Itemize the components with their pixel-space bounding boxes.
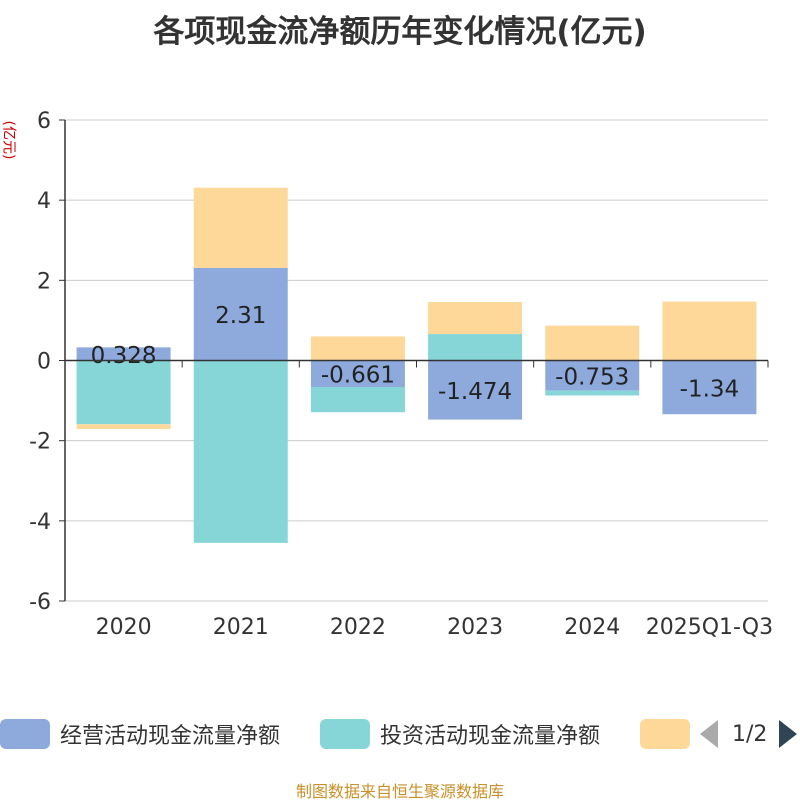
legend-page-indicator: 1/2 xyxy=(732,721,768,747)
bar-series-1-2021 xyxy=(193,360,288,543)
bar-series-0-2020 xyxy=(76,347,171,361)
bar-series-2-2025Q1-Q3 xyxy=(662,301,757,361)
bar-series-2-2024 xyxy=(545,325,640,361)
bar-series-2-2020 xyxy=(76,424,171,430)
legend-swatch-investing xyxy=(320,719,370,749)
y-tick-label: 0 xyxy=(37,350,51,375)
legend-prev-page-icon[interactable] xyxy=(700,720,718,748)
bar-series-1-2022 xyxy=(310,386,405,413)
bar-series-2-2023 xyxy=(428,301,523,335)
bar-series-2-2022 xyxy=(310,336,405,361)
legend-pager: 1/2 xyxy=(700,714,798,754)
data-label: -1.34 xyxy=(680,376,740,402)
y-tick-label: -6 xyxy=(29,590,51,615)
y-tick-label: -2 xyxy=(29,430,51,455)
y-tick-label: 4 xyxy=(37,189,51,214)
x-tick-label: 2020 xyxy=(96,615,152,640)
legend-item-financing[interactable] xyxy=(640,714,700,754)
legend-label-operating: 经营活动现金流量净额 xyxy=(60,724,281,749)
x-tick-label: 2023 xyxy=(447,615,503,640)
chart-title: 各项现金流净额历年变化情况(亿元) xyxy=(153,14,647,50)
legend-item-operating[interactable]: 经营活动现金流量净额 xyxy=(0,714,280,754)
bar-series-0-2025Q1-Q3 xyxy=(662,360,757,415)
y-tick-label: 2 xyxy=(37,269,51,294)
x-tick-label: 2021 xyxy=(213,615,269,640)
chart-plot-area: 6 4 2 0 -2 -4 -6 0.328 2.31 -0.661 -1.474 -0.753 -1.… xyxy=(29,109,773,640)
data-label: -1.474 xyxy=(438,379,512,405)
y-tick-label: 6 xyxy=(37,109,51,134)
bar-series-0-2023 xyxy=(428,360,523,420)
bar-series-2-2021 xyxy=(193,187,288,268)
data-label: -0.661 xyxy=(321,363,395,389)
x-tick-label: 2024 xyxy=(564,615,620,640)
data-label: -0.753 xyxy=(555,365,629,391)
legend-label-investing: 投资活动现金流量净额 xyxy=(380,724,601,749)
legend-swatch-financing xyxy=(640,719,690,749)
data-label: 2.31 xyxy=(215,303,266,329)
bar-series-1-2020 xyxy=(76,360,171,425)
legend: 经营活动现金流量净额 投资活动现金流量净额 xyxy=(0,714,800,754)
bar-series-1-2023 xyxy=(428,334,523,361)
bar-series-0-2022 xyxy=(310,360,405,387)
legend-next-page-icon[interactable] xyxy=(779,720,798,748)
bar-series-1-2024 xyxy=(545,390,640,396)
x-tick-label: 2025Q1-Q3 xyxy=(646,615,773,640)
bar-series-0-2021 xyxy=(193,267,288,361)
bar-series-0-2024 xyxy=(545,360,640,391)
y-tick-label: -4 xyxy=(29,510,51,535)
legend-item-investing[interactable]: 投资活动现金流量净额 xyxy=(320,714,600,754)
legend-swatch-operating xyxy=(0,719,50,749)
x-tick-label: 2022 xyxy=(330,615,386,640)
data-label: 0.328 xyxy=(91,343,157,369)
data-source-footer: 制图数据来自恒生聚源数据库 xyxy=(295,782,504,801)
